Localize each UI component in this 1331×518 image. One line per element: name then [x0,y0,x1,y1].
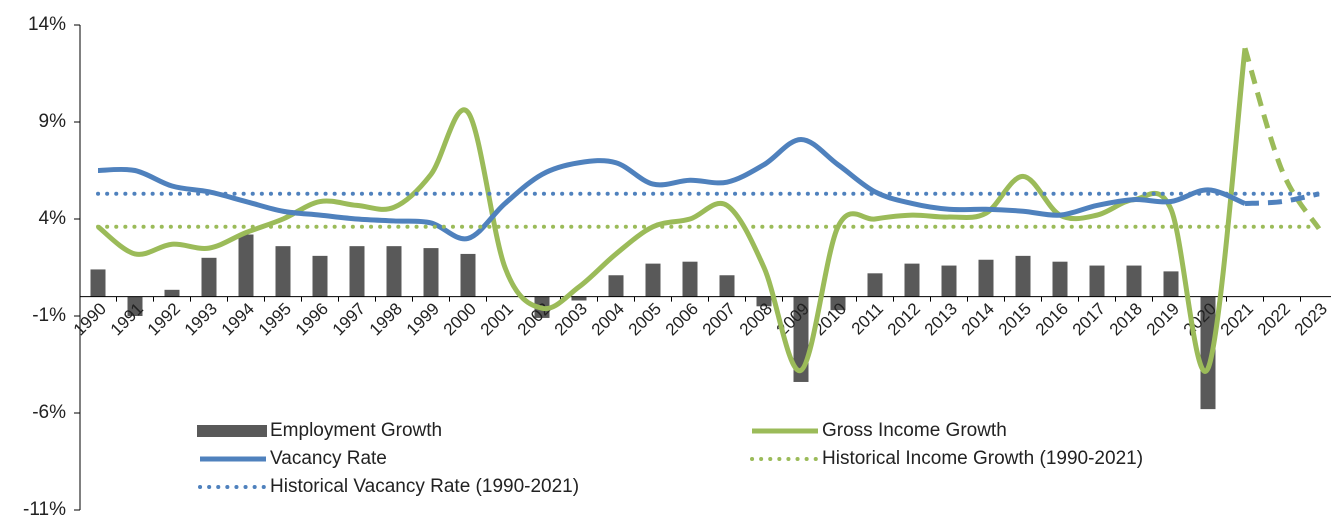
x-tick-label: 2001 [477,299,517,339]
x-tick-label: 2007 [699,299,739,339]
x-tick-label: 2023 [1291,299,1331,339]
bar [904,263,920,297]
x-tick-label: 2022 [1254,299,1294,339]
x-tick-label: 2000 [440,299,480,339]
bar [608,275,624,297]
x-tick-label: 2018 [1106,299,1146,339]
x-tick-label: 1992 [144,299,184,339]
legend-label: Vacancy Rate [270,448,387,469]
x-tick-label: 1995 [255,299,295,339]
legend-label: Gross Income Growth [822,420,1007,441]
bar [1015,255,1031,297]
y-tick-label: 9% [39,111,67,132]
bar [719,275,735,297]
bar [423,248,439,297]
bar [867,273,883,297]
x-tick-label: 1997 [329,299,369,339]
bar [460,253,476,297]
x-tick-label: 2013 [921,299,961,339]
x-tick-label: 2015 [995,299,1035,339]
x-tick-label: 1996 [292,299,332,339]
legend-label: Historical Income Growth (1990-2021) [822,448,1143,469]
line-series [96,47,1248,374]
x-tick-label: 1990 [70,299,110,339]
bar [1052,261,1068,297]
bar [386,246,402,297]
x-tick-label: 2016 [1032,299,1072,339]
x-tick-label: 2017 [1069,299,1109,339]
x-tick-label: 2019 [1143,299,1183,339]
x-tick-label: 2014 [958,299,998,339]
bar [682,261,698,297]
x-tick-label: 2021 [1217,299,1257,339]
y-tick-label: -1% [32,305,66,326]
legend-label: Historical Vacancy Rate (1990-2021) [270,476,579,497]
bar [1089,265,1105,297]
x-tick-label: 1998 [366,299,406,339]
legend-label: Employment Growth [270,420,442,441]
bar [756,296,772,307]
y-tick-label: -6% [32,402,66,423]
bar [312,255,328,297]
line-series [97,136,1246,242]
x-tick-label: 2012 [884,299,924,339]
bar [164,289,180,297]
legend-swatch [197,425,267,437]
x-tick-label: 2005 [625,299,665,339]
bar [238,234,254,297]
x-tick-label: 2006 [662,299,702,339]
bar [90,269,106,297]
x-tick-label: 1999 [403,299,443,339]
bar [978,259,994,297]
x-tick-label: 2004 [588,299,628,339]
bar [830,296,846,311]
y-tick-label: -11% [23,499,66,518]
x-tick-label: 1994 [218,299,258,339]
bar [1163,271,1179,297]
bar [349,246,365,297]
bar [941,265,957,297]
bar [127,296,143,316]
bar [1126,265,1142,297]
x-tick-label: 2011 [848,299,887,338]
line-series [1242,47,1322,231]
x-tick-label: 1993 [181,299,221,339]
bar [1200,296,1216,410]
bar [201,257,217,297]
bar [571,296,587,301]
y-tick-label: 14% [28,14,66,35]
line-series [1244,191,1320,206]
bar [275,246,291,297]
y-tick-label: 4% [39,208,67,229]
bar [645,263,661,297]
